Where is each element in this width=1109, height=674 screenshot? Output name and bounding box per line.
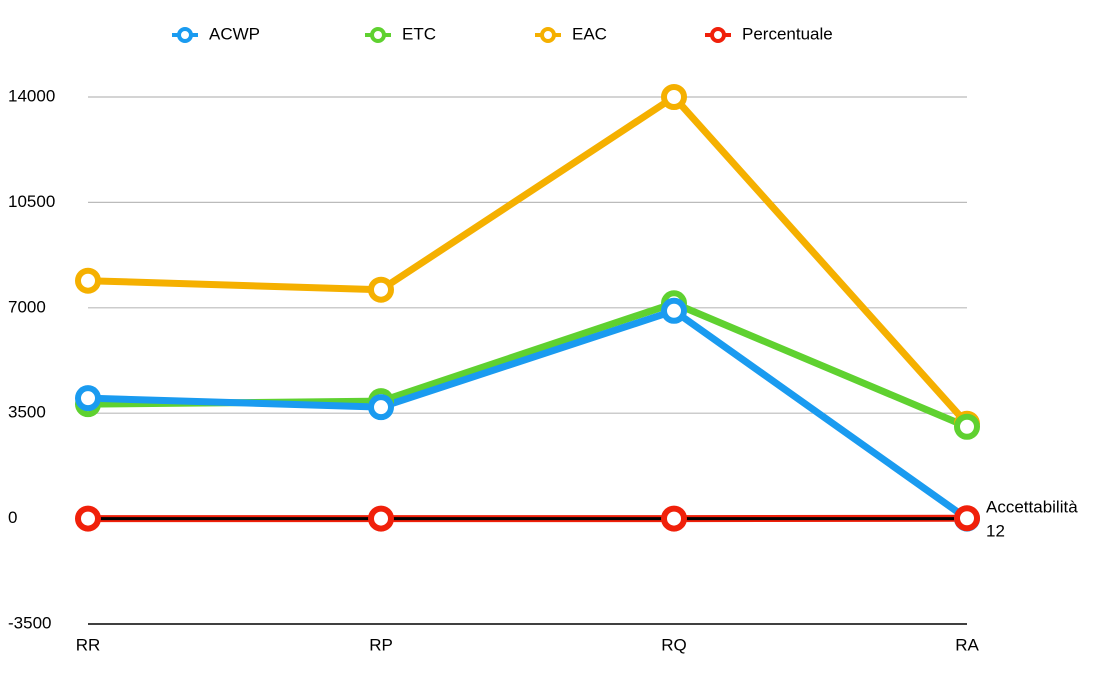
legend-label: ETC — [402, 24, 436, 43]
point — [954, 413, 980, 440]
y-tick-label: 0 — [8, 508, 17, 527]
point — [954, 505, 980, 532]
point — [368, 276, 394, 303]
legend-item: ACWP — [172, 24, 260, 43]
annotation: Accettabilità — [986, 497, 1078, 516]
legend-label: Percentuale — [742, 24, 833, 43]
series-line — [87, 93, 970, 427]
x-tick-label: RA — [955, 635, 979, 654]
point — [75, 267, 101, 294]
legend-item: ETC — [365, 24, 436, 43]
point — [368, 505, 394, 532]
legend-marker — [370, 27, 386, 43]
series-line — [87, 299, 969, 430]
point — [368, 394, 394, 421]
y-tick-label: 10500 — [8, 192, 55, 211]
value-label: 12 — [986, 521, 1005, 540]
series-line — [87, 307, 970, 522]
legend-marker — [177, 27, 193, 43]
x-tick-label: RR — [76, 635, 101, 654]
point — [661, 297, 687, 324]
point — [75, 385, 101, 412]
y-tick-label: -3500 — [8, 613, 51, 632]
point — [661, 84, 687, 110]
y-tick-label: 3500 — [8, 403, 46, 422]
x-tick-label: RP — [369, 635, 393, 654]
legend-label: EAC — [572, 24, 607, 43]
legend-marker — [710, 27, 726, 43]
x-tick-label: RQ — [661, 635, 687, 654]
point — [75, 505, 101, 532]
point — [661, 505, 687, 532]
y-tick-label: 7000 — [8, 297, 46, 316]
legend-label: ACWP — [209, 24, 260, 43]
legend-item: EAC — [535, 24, 607, 43]
y-tick-label: 14000 — [8, 86, 55, 105]
legend-marker — [540, 27, 556, 43]
legend-item: Percentuale — [705, 24, 833, 43]
